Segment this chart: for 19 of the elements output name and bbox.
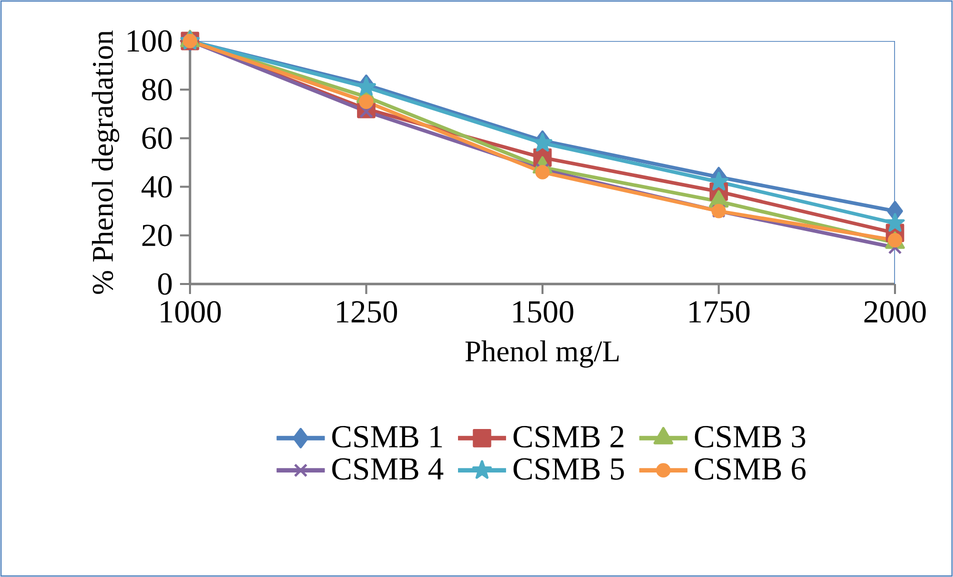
y-tick-label: 0 bbox=[158, 273, 172, 295]
y-tick-label: 80 bbox=[142, 78, 172, 100]
y-tick-label: 20 bbox=[142, 224, 172, 246]
legend-label: CSMB 1 bbox=[332, 426, 442, 448]
x-tick-label: 2000 bbox=[864, 301, 926, 323]
legend-label: CSMB 2 bbox=[514, 426, 624, 448]
x-tick-label: 1500 bbox=[513, 301, 574, 323]
legend-label: CSMB 6 bbox=[694, 458, 806, 480]
legend-label: CSMB 4 bbox=[332, 458, 444, 480]
x-tick-label: 1000 bbox=[160, 301, 221, 323]
y-tick-label: 60 bbox=[142, 127, 172, 149]
legend-label: CSMB 3 bbox=[694, 426, 806, 448]
y-tick-label: 40 bbox=[142, 176, 172, 198]
legend-label: CSMB 5 bbox=[514, 458, 624, 480]
x-tick-label: 1250 bbox=[337, 301, 398, 323]
x-tick-label: 1750 bbox=[690, 301, 750, 323]
y-tick-label: 100 bbox=[128, 30, 172, 52]
y-axis-title: % Phenol degradation bbox=[92, 30, 120, 294]
x-axis-title: Phenol mg/L bbox=[465, 340, 619, 368]
